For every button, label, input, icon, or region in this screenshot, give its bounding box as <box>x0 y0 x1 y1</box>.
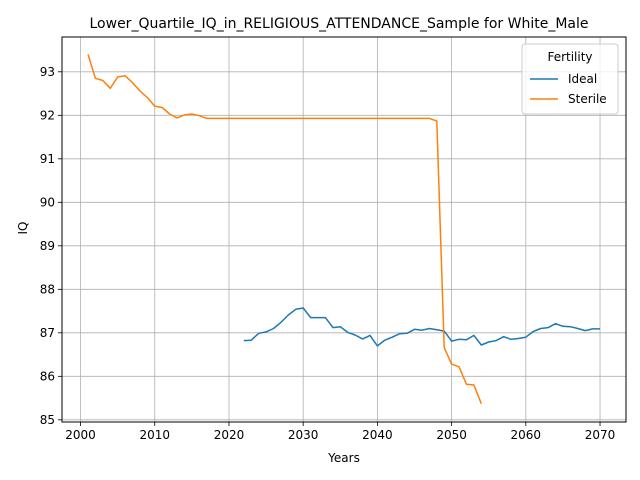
x-tick-label: 2060 <box>511 428 542 442</box>
y-tick-label: 88 <box>40 282 55 296</box>
y-tick-label: 85 <box>40 413 55 427</box>
x-tick-label: 2010 <box>139 428 170 442</box>
x-tick-label: 2070 <box>585 428 616 442</box>
y-tick-label: 90 <box>40 195 55 209</box>
y-tick-label: 92 <box>40 108 55 122</box>
y-tick-label: 86 <box>40 369 55 383</box>
y-tick-label: 93 <box>40 65 55 79</box>
x-tick-label: 2000 <box>65 428 96 442</box>
x-tick-label: 2040 <box>362 428 393 442</box>
x-axis-label: Years <box>327 451 360 465</box>
legend-label-ideal: Ideal <box>568 72 597 86</box>
y-tick-label: 89 <box>40 239 55 253</box>
legend: Fertility Ideal Sterile <box>522 44 618 114</box>
x-tick-label: 2020 <box>214 428 245 442</box>
y-tick-label: 91 <box>40 152 55 166</box>
x-tick-label: 2050 <box>436 428 467 442</box>
y-tick-label: 87 <box>40 326 55 340</box>
chart-title: Lower_Quartile_IQ_in_RELIGIOUS_ATTENDANC… <box>90 16 589 32</box>
x-tick-label: 2030 <box>288 428 319 442</box>
legend-label-sterile: Sterile <box>568 92 607 106</box>
legend-title: Fertility <box>547 50 592 64</box>
y-axis-label: IQ <box>16 222 30 235</box>
